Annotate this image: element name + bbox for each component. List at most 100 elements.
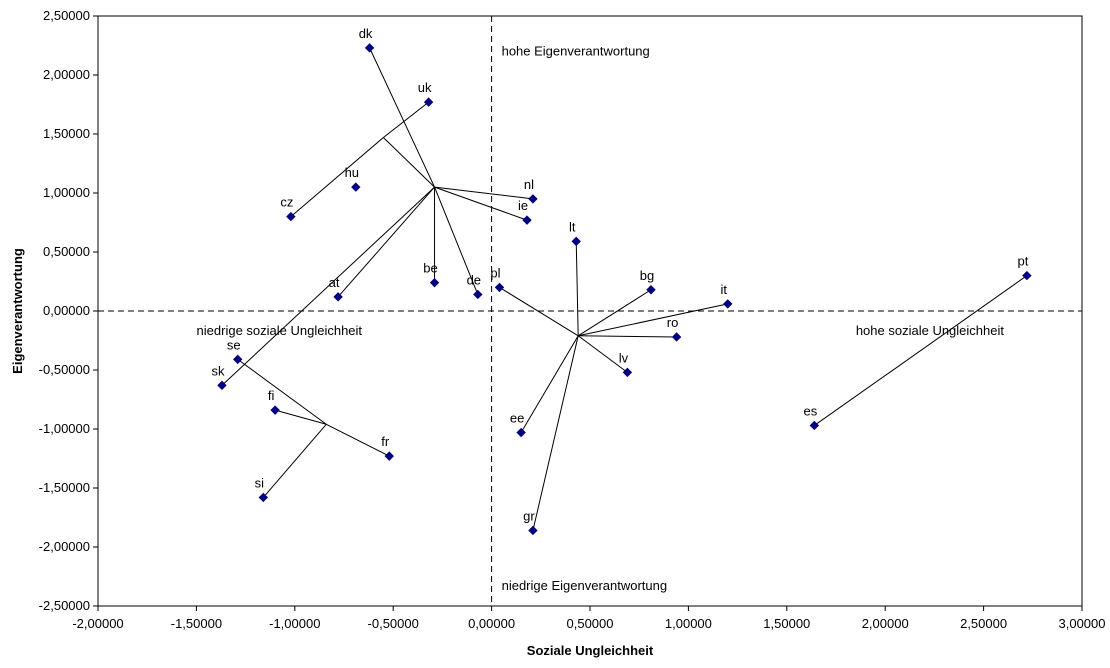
annotations: hohe Eigenverantwortung niedrige soziale … [197, 43, 1005, 593]
point-label-pl: pl [490, 265, 500, 280]
x-tick-label: -1,00000 [269, 616, 320, 631]
connector-line [578, 335, 677, 338]
y-tick-label: 2,00000 [43, 67, 90, 82]
data-point-uk [423, 97, 434, 107]
point-label-es: es [803, 403, 817, 418]
data-point-at [333, 292, 343, 302]
data-point-fi [270, 405, 280, 415]
point-label-at: at [329, 275, 340, 290]
data-point-lt [571, 236, 581, 247]
x-axis-ticks: -2,00000 -1,50000 -1,00000 -0,50000 0,00000 0… [72, 606, 1106, 631]
connector-line [577, 335, 628, 373]
point-label-se: se [227, 337, 241, 352]
data-point-dk [364, 43, 375, 53]
point-label-nl: nl [524, 177, 534, 192]
data-point-nl [528, 194, 538, 204]
x-tick-label: 3,00000 [1059, 616, 1106, 631]
data-point-de [473, 289, 483, 300]
data-point-pl [494, 282, 505, 293]
annotation-3: niedrige Eigenverantwortung [502, 578, 667, 593]
data-points [217, 43, 1032, 536]
data-point-gr [528, 525, 538, 536]
point-label-ro: ro [667, 315, 679, 330]
y-tick-label: 1,50000 [43, 126, 90, 141]
data-point-ro [671, 332, 682, 342]
connector-line [532, 335, 579, 531]
data-point-lv [622, 367, 633, 378]
x-tick-label: 1,00000 [665, 616, 712, 631]
data-point-be [429, 277, 440, 288]
point-label-ie: ie [518, 198, 528, 213]
connector-lines [221, 47, 1028, 531]
connector-line [369, 47, 435, 188]
data-point-bg [646, 285, 656, 295]
connector-line [434, 186, 533, 200]
annotation-2: hohe soziale Ungleichheit [856, 323, 1005, 338]
connector-line [274, 409, 327, 425]
connector-line [575, 241, 579, 336]
x-tick-label: 2,50000 [960, 616, 1007, 631]
y-tick-label: 0,50000 [43, 244, 90, 259]
point-label-uk: uk [418, 80, 432, 95]
data-point-hu [351, 182, 361, 192]
connector-line [434, 186, 479, 295]
connector-line [499, 286, 579, 337]
connector-line [262, 423, 327, 498]
x-tick-label: 0,00000 [468, 616, 515, 631]
connector-line [383, 101, 429, 138]
x-tick-label: 2,00000 [862, 616, 909, 631]
y-tick-label: -2,50000 [39, 598, 90, 613]
connector-line [434, 186, 528, 221]
data-point-fr [384, 451, 394, 461]
data-point-it [723, 299, 733, 309]
point-label-pt: pt [1017, 254, 1028, 269]
y-tick-label: -1,50000 [39, 480, 90, 495]
x-axis-title: Soziale Ungleichheit [527, 643, 654, 658]
connector-line [221, 186, 435, 386]
data-point-cz [286, 211, 296, 222]
point-label-cz: cz [280, 195, 293, 210]
x-tick-label: -2,00000 [72, 616, 123, 631]
y-tick-label: -2,00000 [39, 539, 90, 554]
connector-line [326, 423, 390, 457]
x-tick-label: -1,50000 [171, 616, 222, 631]
point-label-lt: lt [569, 219, 576, 234]
annotation-1: niedrige soziale Ungleichheit [197, 323, 363, 338]
point-label-fi: fi [268, 388, 275, 403]
data-point-sk [217, 380, 227, 391]
point-label-lv: lv [619, 350, 629, 365]
point-label-hu: hu [345, 165, 359, 180]
data-point-se [233, 354, 243, 365]
x-tick-label: 0,50000 [567, 616, 614, 631]
point-label-si: si [255, 475, 265, 490]
data-point-ie [522, 215, 532, 225]
point-label-bg: bg [640, 268, 654, 283]
y-tick-label: 0,00000 [43, 303, 90, 318]
connector-line [577, 289, 652, 337]
reference-lines [98, 16, 1082, 606]
y-axis-ticks: 2,50000 2,00000 1,50000 1,00000 0,50000 0,000… [39, 8, 98, 613]
x-tick-label: 1,50000 [763, 616, 810, 631]
point-label-fr: fr [381, 434, 390, 449]
data-point-pt [1022, 270, 1032, 281]
point-label-dk: dk [359, 26, 373, 41]
connector-line [578, 303, 728, 337]
point-label-it: it [721, 282, 728, 297]
y-tick-label: -0,50000 [39, 362, 90, 377]
y-tick-label: 1,00000 [43, 185, 90, 200]
data-point-si [258, 492, 269, 503]
y-tick-label: 2,50000 [43, 8, 90, 23]
point-label-ee: ee [510, 411, 524, 426]
y-axis-title: Eigenverantwortung [10, 248, 25, 374]
annotation-0: hohe Eigenverantwortung [502, 43, 650, 58]
point-label-gr: gr [523, 508, 535, 523]
point-label-de: de [467, 272, 481, 287]
connector-line [290, 137, 384, 217]
point-label-be: be [423, 261, 437, 276]
data-point-ee [516, 427, 526, 438]
data-point-es [809, 420, 820, 431]
connector-line [337, 186, 435, 298]
connector-line [814, 275, 1028, 426]
